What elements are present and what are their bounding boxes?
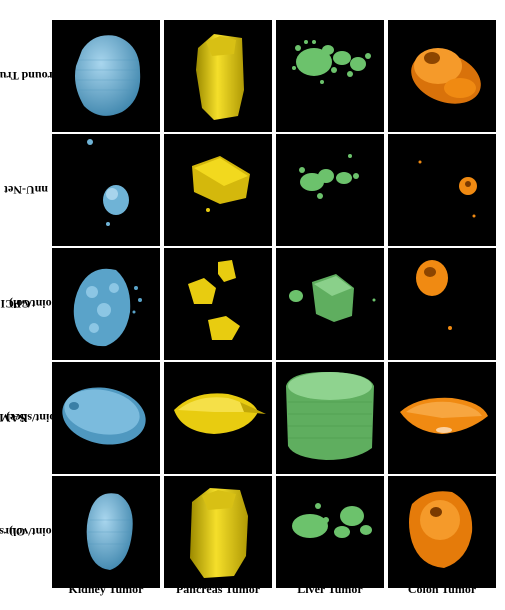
pancreas-tumor-render xyxy=(174,393,266,434)
cell-nnunet-kidney xyxy=(52,134,160,246)
cell-sam-liver xyxy=(276,362,384,474)
pancreas-tumor-render xyxy=(196,34,244,120)
row-label-nnunet: nnU-Net xyxy=(4,183,48,197)
cell-ground-truth-liver xyxy=(276,20,384,132)
colon-tumor-render xyxy=(418,160,477,218)
colon-tumor-render xyxy=(409,491,473,568)
liver-tumor-render xyxy=(299,154,359,199)
cell-ground-truth-colon xyxy=(388,20,496,132)
cell-ours-kidney xyxy=(52,476,160,588)
cell-ours-pancreas xyxy=(164,476,272,588)
cell-ground-truth-pancreas xyxy=(164,20,272,132)
liver-tumor-render xyxy=(292,40,371,84)
column-label-kidney: Kidney Tumor xyxy=(68,582,144,596)
cell-gpcis-colon xyxy=(388,248,496,360)
row-label-ours: Ours (1 point/vol) xyxy=(0,525,72,539)
liver-tumor-render xyxy=(286,372,374,460)
cell-nnunet-liver xyxy=(276,134,384,246)
colon-tumor-render xyxy=(416,260,452,330)
colon-tumor-render xyxy=(411,48,481,104)
cell-sam-colon xyxy=(388,362,496,474)
kidney-tumor-render xyxy=(73,268,142,347)
kidney-tumor-render xyxy=(86,493,133,570)
column-label-colon: Colon Tumor xyxy=(407,582,477,596)
liver-tumor-render xyxy=(289,274,376,322)
row-label-sam: SAM (1 point/slice) xyxy=(0,411,75,425)
pancreas-tumor-render xyxy=(188,260,240,340)
liver-tumor-render xyxy=(292,503,372,538)
kidney-tumor-render xyxy=(62,387,146,445)
cell-nnunet-pancreas xyxy=(164,134,272,246)
cell-gpcis-kidney xyxy=(52,248,160,360)
column-label-pancreas: Pancreas Tumor xyxy=(175,582,261,596)
cell-nnunet-colon xyxy=(388,134,496,246)
cell-gpcis-liver xyxy=(276,248,384,360)
row-label-ground-truth: Ground Truth xyxy=(0,69,63,83)
cell-gpcis-pancreas xyxy=(164,248,272,360)
colon-tumor-render xyxy=(400,397,488,434)
kidney-tumor-render xyxy=(87,139,129,226)
kidney-tumor-render xyxy=(75,35,141,116)
pancreas-tumor-render xyxy=(190,488,248,578)
pancreas-tumor-render xyxy=(192,156,250,212)
cell-ours-colon xyxy=(388,476,496,588)
row-label-gpcis: GPCIS(1 point/vol) xyxy=(0,297,72,311)
cell-ground-truth-kidney xyxy=(52,20,160,132)
column-label-liver: Liver Tumor xyxy=(297,582,363,596)
cell-ours-liver xyxy=(276,476,384,588)
cell-sam-kidney xyxy=(52,362,160,474)
cell-sam-pancreas xyxy=(164,362,272,474)
